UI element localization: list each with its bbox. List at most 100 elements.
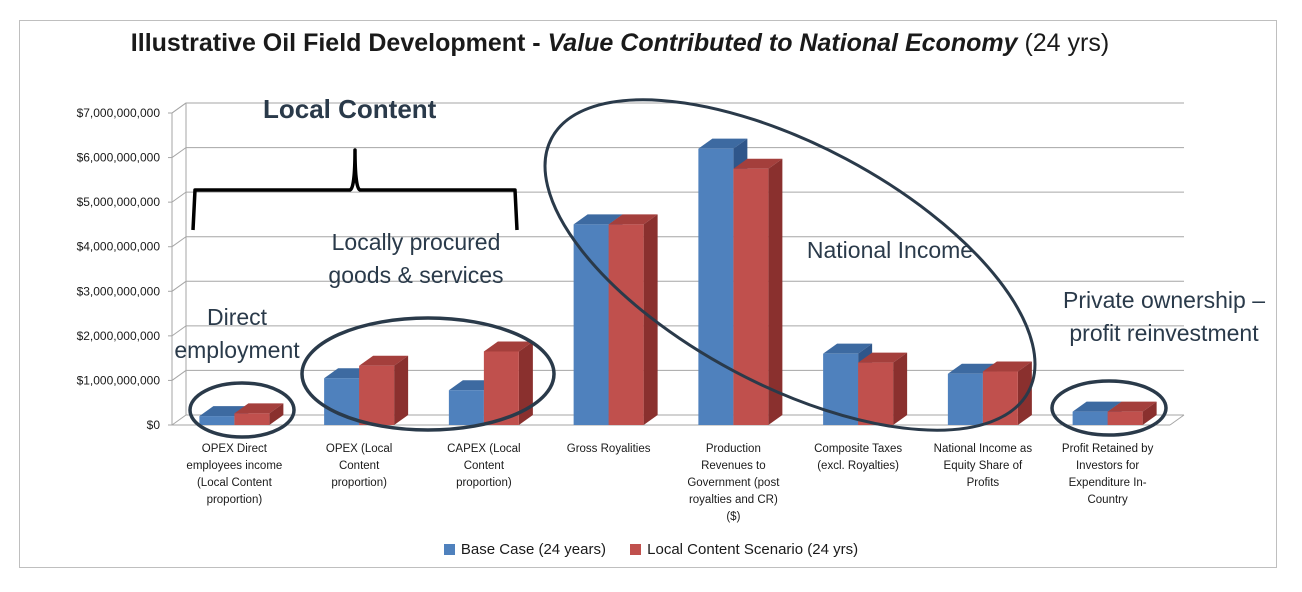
local-content-brace — [191, 148, 519, 231]
y-tick-label: $2,000,000,000 — [77, 329, 161, 343]
legend-label-local: Local Content Scenario (24 yrs) — [647, 541, 859, 558]
category-label-line: Investors for — [1076, 460, 1139, 472]
bar-front-s0-c4 — [698, 148, 734, 425]
bar-front-s0-c3 — [573, 224, 609, 425]
legend-item-local: Local Content Scenario (24 yrs) — [630, 541, 858, 558]
bar-front-s1-c3 — [608, 224, 644, 425]
gridline — [171, 236, 1184, 248]
legend: Base Case (24 years) Local Content Scena… — [0, 541, 1302, 558]
floor-edge — [1169, 414, 1185, 426]
category-label: OPEX (Local Content proportion) — [326, 443, 392, 489]
private-ownership-ellipse — [1050, 379, 1168, 437]
category-label-line: Government (post — [687, 477, 780, 489]
bar-front-s0-c5 — [823, 353, 859, 425]
bar-side-s1-c3 — [643, 214, 658, 425]
bar-side-s1-c6 — [1017, 361, 1032, 425]
category-label-line: Expenditure In- — [1069, 477, 1147, 489]
bar-top-s0-c7 — [1072, 401, 1122, 412]
category-label-line: Revenues to — [701, 460, 766, 472]
title-part1: Illustrative Oil Field Development - — [130, 29, 548, 57]
category-label-line: Profits — [967, 477, 1000, 489]
category-label-line: Content — [339, 460, 380, 472]
national-income-label: National Income — [807, 237, 973, 263]
bar-front-s1-c5 — [858, 362, 894, 425]
category-label-line: Gross Royalities — [567, 443, 651, 455]
gridline — [171, 147, 1184, 158]
bar-front-s1-c4 — [733, 168, 769, 425]
national-income-ellipse — [543, 98, 1037, 432]
bar-front-s1-c1 — [359, 365, 395, 425]
private-line2: profit reinvestment — [1069, 320, 1259, 346]
y-tick-label: $3,000,000,000 — [77, 284, 161, 298]
bar-side-s1-c0 — [269, 403, 284, 425]
category-label-line: ($) — [726, 511, 740, 523]
bar-front-s1-c6 — [982, 371, 1018, 425]
bar-front-s1-c0 — [234, 413, 270, 425]
category-label: OPEX Direct employees income (Local Conten… — [186, 443, 282, 506]
bar-side-s1-c5 — [893, 352, 908, 425]
category-label-line: OPEX (Local — [326, 443, 392, 455]
bar-top-s0-c3 — [573, 214, 623, 225]
title-part2: Value Contributed to National Economy — [547, 29, 1018, 57]
bar-front-s0-c1 — [324, 378, 360, 425]
bar-front-s1-c2 — [483, 351, 519, 425]
y-tick-label: $0 — [147, 418, 161, 432]
private-line1: Private ownership – — [1063, 287, 1265, 313]
bar-top-s0-c5 — [823, 343, 873, 354]
gridline — [171, 102, 1184, 114]
category-label-line: royalties and CR) — [689, 494, 778, 506]
gridline — [171, 191, 1184, 203]
bar-top-s1-c2 — [483, 341, 533, 352]
title-part3: (24 yrs) — [1017, 29, 1110, 57]
gridline — [171, 414, 1184, 426]
y-tick-layer: $0 $1,000,000,000 $2,000,000,000 $3,000,000… — [77, 106, 161, 432]
bar-side-s1-c2 — [518, 341, 533, 425]
gridline — [171, 325, 1184, 337]
chart-title: Illustrative Oil Field Development - Val… — [0, 29, 1240, 58]
direct-line2: employment — [174, 337, 300, 363]
y-tick-label: $5,000,000,000 — [77, 195, 161, 209]
direct-line1: Direct — [207, 304, 268, 330]
bar-top-s1-c0 — [234, 403, 284, 414]
bar-side-s1-c1 — [394, 355, 409, 425]
category-label-line: proportion) — [456, 477, 512, 489]
category-label-line: OPEX Direct — [202, 443, 268, 455]
category-label-line: employees income — [186, 460, 282, 472]
category-label-line: proportion) — [207, 494, 263, 506]
locally-procured-line1: Locally procured — [332, 229, 501, 255]
category-label-line: Content — [464, 460, 505, 472]
y-tick-label: $7,000,000,000 — [77, 106, 161, 120]
bar-top-s1-c3 — [608, 214, 658, 225]
bar-front-s0-c7 — [1072, 411, 1108, 425]
category-label-line: National Income as — [934, 443, 1033, 455]
bar-front-s0-c6 — [947, 373, 983, 425]
direct-employment-ellipse — [188, 381, 296, 439]
category-label: Gross Royalities — [567, 443, 651, 455]
legend-item-base: Base Case (24 years) — [443, 541, 606, 558]
bar-top-s1-c1 — [359, 355, 409, 366]
bar-side-s1-c4 — [768, 158, 783, 425]
bar-top-s1-c6 — [982, 361, 1032, 372]
bar-front-s1-c7 — [1107, 411, 1143, 425]
bar-top-s1-c5 — [858, 352, 908, 363]
legend-label-base: Base Case (24 years) — [460, 541, 606, 558]
category-label-line: proportion) — [331, 477, 387, 489]
locally-procured-line2: goods & services — [328, 262, 503, 288]
bar-side-s1-c7 — [1142, 401, 1157, 425]
y-tick-label: $6,000,000,000 — [77, 151, 161, 165]
bar-layer — [199, 138, 1157, 425]
category-label: CAPEX (Local Content proportion) — [447, 443, 521, 489]
category-label-line: CAPEX (Local — [447, 443, 521, 455]
category-label-layer: OPEX Direct employees income (Local Conten… — [186, 443, 1153, 523]
category-label: National Income as Equity Share of Profits — [934, 443, 1033, 489]
category-label-line: Profit Retained by — [1062, 443, 1154, 455]
bar-front-s0-c2 — [448, 390, 484, 425]
local-procurement-ellipse — [300, 316, 556, 432]
category-label-line: Production — [706, 443, 761, 455]
category-label: Composite Taxes (excl. Royalties) — [814, 443, 902, 472]
y-tick-label: $1,000,000,000 — [77, 373, 161, 387]
gridline — [171, 280, 1184, 292]
legend-swatch-local — [630, 544, 642, 555]
category-label-line: Equity Share of — [944, 460, 1023, 472]
